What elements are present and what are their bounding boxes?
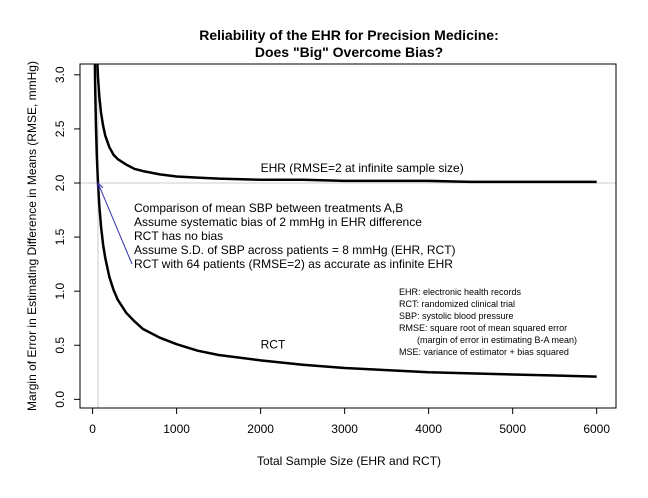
legend-line: EHR: electronic health records <box>399 287 522 297</box>
x-tick-label: 2000 <box>247 422 274 436</box>
legend-line: RCT: randomized clinical trial <box>399 299 515 309</box>
y-tick-label: 3.0 <box>53 66 67 83</box>
curves <box>93 64 597 378</box>
y-tick-label: 2.0 <box>53 174 67 191</box>
curve-labels: EHR (RMSE=2 at infinite sample size) RCT <box>261 161 464 351</box>
y-tick-label: 0.0 <box>53 391 67 408</box>
x-tick-label: 3000 <box>331 422 358 436</box>
legend-line: (margin of error in estimating B-A mean) <box>417 335 577 345</box>
series-line-1 <box>93 64 597 378</box>
y-axis: 0.0 0.5 1.0 1.5 2.0 2.5 3.0 <box>53 66 80 408</box>
x-tick-label: 0 <box>89 422 96 436</box>
y-tick-label: 1.0 <box>53 283 67 300</box>
legend-line: SBP: systolic blood pressure <box>399 311 514 321</box>
annotation-line: Comparison of mean SBP between treatment… <box>134 201 403 215</box>
x-tick-label: 5000 <box>499 422 526 436</box>
y-tick-label: 1.5 <box>53 228 67 245</box>
y-tick-label: 0.5 <box>53 337 67 354</box>
legend-line: RMSE: square root of mean squared error <box>399 323 567 333</box>
annotation: Comparison of mean SBP between treatment… <box>97 181 456 271</box>
annotation-line: RCT with 64 patients (RMSE=2) as accurat… <box>134 257 453 271</box>
x-axis-label: Total Sample Size (EHR and RCT) <box>257 454 441 468</box>
legend: EHR: electronic health records RCT: rando… <box>399 287 577 357</box>
x-tick-label: 6000 <box>583 422 610 436</box>
y-axis-label: Margin of Error in Estimating Difference… <box>25 61 39 411</box>
x-axis: 0 1000 2000 3000 4000 5000 6000 <box>89 408 610 436</box>
series-label-0: EHR (RMSE=2 at infinite sample size) <box>261 161 464 175</box>
series-label-1: RCT <box>261 338 286 352</box>
x-tick-label: 4000 <box>415 422 442 436</box>
annotation-line: Assume S.D. of SBP across patients = 8 m… <box>134 243 456 257</box>
annotation-line: RCT has no bias <box>134 229 223 243</box>
chart-title-line1: Reliability of the EHR for Precision Med… <box>199 27 499 43</box>
chart-title-line2: Does "Big" Overcome Bias? <box>255 44 443 60</box>
annotation-arrow <box>97 182 133 265</box>
series-line-0 <box>96 64 597 184</box>
plot-frame <box>79 63 617 409</box>
annotation-arrow-head <box>97 181 104 190</box>
x-tick-label: 1000 <box>163 422 190 436</box>
legend-line: MSE: variance of estimator + bias square… <box>399 347 569 357</box>
annotation-line: Assume systematic bias of 2 mmHg in EHR … <box>134 215 422 229</box>
y-tick-label: 2.5 <box>53 120 67 137</box>
